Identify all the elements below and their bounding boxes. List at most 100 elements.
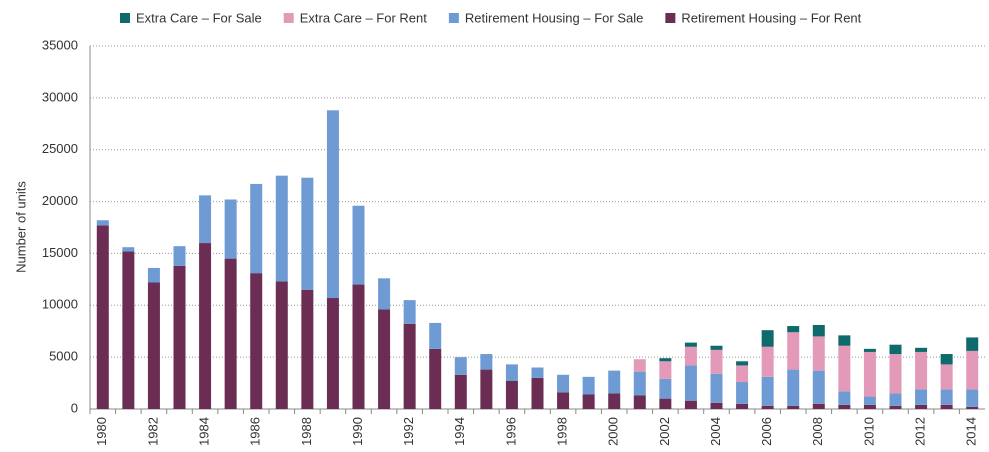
bar-segment — [761, 376, 774, 406]
bar-segment — [275, 281, 288, 409]
bar-segment — [838, 404, 851, 409]
x-tick-label: 1982 — [145, 417, 160, 446]
bar-segment — [199, 243, 212, 409]
bar-segment — [736, 403, 749, 409]
bar-segment — [863, 396, 876, 405]
bar-segment — [96, 220, 109, 226]
bar-segment — [326, 110, 339, 299]
bar-segment — [633, 395, 646, 409]
y-tick-label: 30000 — [42, 89, 78, 104]
bar-segment — [889, 405, 902, 409]
x-tick-label: 1984 — [197, 417, 212, 446]
bar-segment — [224, 199, 237, 259]
bar-segment — [454, 357, 467, 375]
bar-segment — [147, 282, 160, 409]
bar-segment — [736, 365, 749, 383]
x-tick-label: 2000 — [606, 417, 621, 446]
bar-segment — [122, 251, 135, 409]
bar-segment — [966, 406, 979, 409]
bar-segment — [582, 376, 595, 395]
x-tick-label: 2010 — [861, 417, 876, 446]
bar-segment — [96, 225, 109, 409]
bar-segment — [352, 284, 365, 409]
bar-segment — [889, 393, 902, 406]
bar-segment — [250, 273, 263, 409]
bar-segment — [863, 348, 876, 352]
bar-segment — [429, 348, 442, 409]
bar-segment — [889, 354, 902, 394]
legend-swatch — [120, 13, 130, 23]
x-tick-label: 1990 — [350, 417, 365, 446]
bar-segment — [787, 405, 800, 409]
y-tick-label: 10000 — [42, 297, 78, 312]
legend-swatch — [448, 13, 459, 23]
bar-segment — [352, 205, 365, 285]
x-tick-label: 1994 — [452, 417, 467, 446]
bar-segment — [684, 400, 697, 409]
bar-segment — [966, 337, 979, 351]
bar-segment — [966, 350, 979, 390]
bar-segment — [940, 354, 953, 365]
legend-label: Extra Care – For Sale — [136, 10, 262, 25]
bar-segment — [275, 175, 288, 282]
x-tick-label: 2002 — [657, 417, 672, 446]
bar-segment — [710, 402, 723, 409]
bar-segment — [787, 326, 800, 333]
bar-segment — [838, 345, 851, 392]
bar-segment — [199, 195, 212, 244]
bar-segment — [608, 370, 621, 394]
x-tick-label: 2008 — [810, 417, 825, 446]
bar-segment — [378, 309, 391, 409]
bar-segment — [250, 183, 263, 274]
x-tick-label: 2012 — [913, 417, 928, 446]
legend-swatch — [283, 13, 294, 23]
y-tick-label: 35000 — [42, 37, 78, 52]
bar-segment — [301, 177, 314, 290]
bar-segment — [838, 391, 851, 405]
bar-segment — [147, 267, 160, 283]
bar-segment — [736, 361, 749, 366]
bar-segment — [378, 278, 391, 310]
bar-segment — [684, 346, 697, 366]
bar-segment — [582, 394, 595, 409]
bar-segment — [480, 369, 493, 409]
bar-segment — [173, 246, 186, 266]
bar-segment — [326, 298, 339, 409]
bar-segment — [454, 374, 467, 409]
bar-segment — [659, 361, 672, 379]
x-tick-label: 2004 — [708, 417, 723, 446]
bar-segment — [863, 351, 876, 397]
bar-segment — [940, 389, 953, 405]
x-tick-label: 1996 — [503, 417, 518, 446]
bar-segment — [429, 322, 442, 349]
bar-segment — [940, 364, 953, 390]
y-tick-label: 25000 — [42, 141, 78, 156]
bar-segment — [889, 344, 902, 355]
bar-segment — [761, 346, 774, 377]
bar-segment — [761, 405, 774, 409]
bar-segment — [301, 289, 314, 409]
bar-segment — [403, 323, 416, 409]
bar-segment — [531, 377, 544, 409]
bar-segment — [557, 374, 570, 393]
bar-segment — [608, 393, 621, 409]
y-tick-label: 0 — [71, 400, 78, 415]
bar-segment — [863, 404, 876, 409]
bar-segment — [505, 364, 518, 381]
bar-segment — [812, 324, 825, 337]
bar-segment — [659, 358, 672, 362]
bar-segment — [812, 336, 825, 371]
bar-segment — [710, 349, 723, 374]
x-tick-label: 1980 — [94, 417, 109, 446]
bar-segment — [710, 373, 723, 403]
bar-segment — [633, 371, 646, 396]
bar-segment — [915, 351, 928, 390]
bar-segment — [915, 404, 928, 409]
bar-segment — [531, 367, 544, 378]
bar-segment — [787, 369, 800, 406]
bar-segment — [736, 382, 749, 404]
bar-segment — [403, 300, 416, 324]
bar-segment — [915, 389, 928, 405]
bar-segment — [940, 404, 953, 409]
bar-segment — [684, 365, 697, 401]
